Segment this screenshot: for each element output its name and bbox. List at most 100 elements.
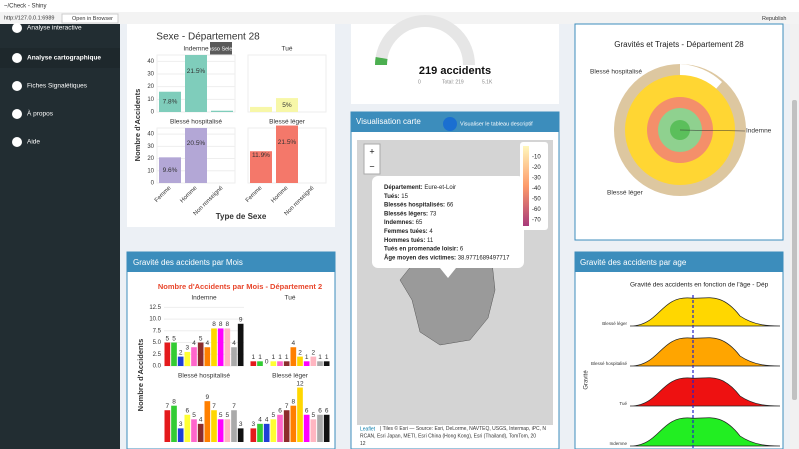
label: 1 [258,354,262,361]
bar [270,419,277,442]
label: 1 [325,354,329,361]
label: 6 [278,407,282,414]
menu-item[interactable]: Analyse cartographique [27,55,101,62]
menu-icon [12,23,22,33]
bar [290,405,297,442]
label: 7 [232,403,236,410]
label: 1 [305,354,309,361]
label: 7 [285,403,289,410]
label: 4 [292,340,296,347]
label: 5.0 [153,340,162,346]
popup-value: 11 [425,237,434,243]
label: 6 [318,407,322,414]
label: 5 [192,412,196,419]
label: Sexe - Département 28 [156,32,260,43]
button-icon[interactable] [443,117,457,131]
bar [290,347,297,366]
label: Gravités et Trajets - Département 28 [614,40,744,49]
bar [283,361,290,366]
label: 0 [151,110,155,116]
label: Indemne [609,441,627,446]
label[interactable]: Visualiser le tableau descriptif [460,121,533,127]
bar [191,347,197,366]
label: 6 [325,407,329,414]
label: Nombre d'Accidents [136,339,145,412]
gauge-track [375,15,475,66]
label: Gravité des accidents par Mois [133,258,243,267]
label: 5.1K [482,79,493,85]
open-browser-label: Open in Browser [72,16,113,22]
popup-key: Département: [384,185,423,191]
label: 8 [292,398,296,405]
label: 0 [418,79,421,85]
menu-item[interactable]: À propos [27,109,54,118]
bar [283,410,290,442]
scroll-thumb[interactable] [792,100,797,400]
label: Visualisation carte [356,117,421,126]
label: 5 [272,412,276,419]
label: 2 [298,349,302,356]
bar [263,423,270,442]
popup-line: Âge moyen des victimes: 38.9771689497717 [384,254,510,261]
menu-item[interactable]: Analyse interactive [27,25,82,32]
bar [171,342,177,366]
label: 7.5 [153,328,162,334]
popup-key: Femmes tuées: [384,229,428,235]
label: 0 [265,359,269,366]
bar [237,323,244,366]
menu-icon [12,81,22,91]
popup-line: Blessés hospitalisés: 66 [384,202,454,208]
label: 5 [219,412,223,419]
bar [323,414,330,442]
label: 5 [172,335,176,342]
label: -30 [532,176,541,182]
label: Indemne [191,295,217,302]
label: Gravité des accidents par age [580,258,687,267]
bar [217,328,224,366]
label: 1 [252,354,256,361]
bar [250,361,257,366]
label: 1 [285,354,289,361]
menu-icon [12,109,22,119]
label: Indemne [183,46,209,53]
popup-value: 15 [400,193,409,199]
label: 3 [239,421,243,428]
zoom-control[interactable] [363,143,381,175]
legend-scale [523,146,529,226]
bar [217,419,224,442]
menu-item[interactable]: Aide [27,139,40,146]
menu-item[interactable]: Fiches Signalétiques [27,83,88,90]
label: Tué [619,401,627,406]
ridge [629,377,781,407]
bar [297,387,303,442]
title-bar [0,0,799,12]
label: 30 [147,72,154,78]
popup-line: Femmes tuées: 4 [384,229,433,235]
label: 20.5% [187,140,206,147]
bar [257,361,263,366]
label: 12 [296,380,304,387]
bar [184,351,191,366]
label: 7 [212,403,216,410]
label[interactable]: − [369,161,374,171]
bar [211,110,233,112]
label: Leaflet [360,426,376,432]
label: Nombre d'Accidents [133,89,142,162]
ridge [629,337,781,367]
label: 4 [199,417,203,424]
label[interactable]: + [369,146,374,156]
popup-line: Département: Eure-et-Loir [384,185,456,191]
popup-value: Eure-et-Loir [423,185,456,191]
popup-line: Indemnes: 65 [384,220,423,226]
label: Blessé hospitalisé [178,373,230,380]
open-browser[interactable] [61,13,119,24]
label: 9 [206,394,210,401]
bar [303,361,310,366]
label: 4 [206,340,210,347]
bar [277,361,283,366]
bar [303,414,310,442]
label: -20 [532,165,541,171]
popup [372,176,524,268]
bar [323,361,330,366]
